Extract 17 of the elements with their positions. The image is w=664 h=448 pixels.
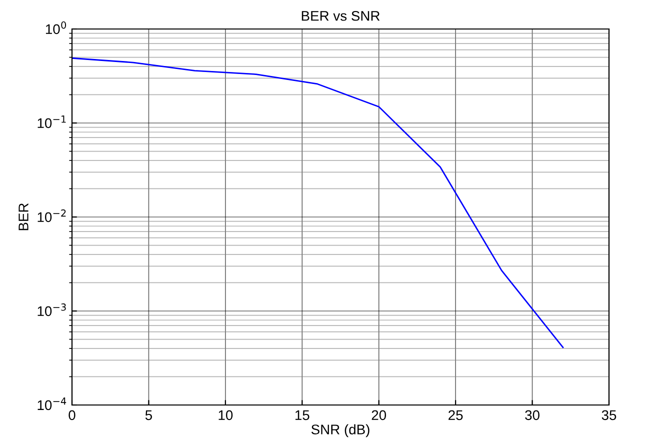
y-tick-label: 10$^{−3}$ — [38, 303, 66, 316]
x-axis-title: SNR (dB) — [311, 424, 370, 438]
x-tick-label: 0 — [68, 410, 76, 420]
line-series — [72, 57, 564, 348]
x-tick-label: 35 — [602, 410, 616, 420]
x-tick-label: 20 — [372, 410, 386, 420]
x-tick-label: 15 — [295, 410, 310, 420]
y-tick-label: 10$^{−4}$ — [38, 398, 66, 410]
y-axis-title: BER — [18, 203, 28, 230]
x-tick-label: 10 — [218, 410, 233, 420]
x-tick-label: 30 — [525, 410, 540, 420]
y-tick-label: 10$^{−2}$ — [38, 209, 66, 222]
y-tick-label: 10$^{0}$ — [46, 21, 66, 34]
x-tick-label: 5 — [145, 410, 152, 420]
y-tick-label: 10$^{−1}$ — [38, 116, 66, 128]
x-tick-label: 25 — [448, 410, 463, 420]
chart-title: BER vs SNR — [302, 10, 380, 21]
